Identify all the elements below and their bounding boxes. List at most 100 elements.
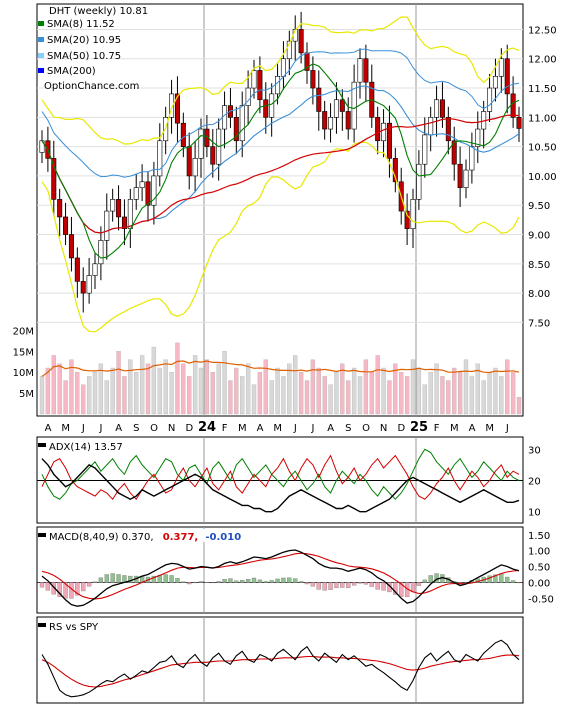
macd-hist-bar <box>151 575 157 583</box>
x-tick-label: J <box>505 423 509 434</box>
volume-bar <box>251 384 257 415</box>
macd-value-1: MACD(8,40,9) 0.370, <box>49 532 154 543</box>
macd-signal-line <box>41 552 520 600</box>
x-tick-label: S <box>133 423 139 434</box>
macd-hist-bar <box>346 582 351 588</box>
candle-body <box>275 76 281 95</box>
candle-body <box>351 81 357 130</box>
candle-body <box>280 58 286 77</box>
volume-bar <box>216 363 221 415</box>
candle-body <box>345 111 351 130</box>
macd-hist-bar <box>104 574 109 583</box>
candle-body <box>392 158 398 183</box>
candle-body <box>410 199 416 229</box>
price-y-tick: 8.50 <box>528 260 550 271</box>
volume-bar <box>222 351 227 415</box>
macd-hist-bar <box>251 577 257 583</box>
macd-y-tick: 0.00 <box>528 578 550 589</box>
candle-body <box>180 122 186 147</box>
candle-body <box>210 146 216 165</box>
candle-body <box>363 58 369 83</box>
volume-bar <box>510 372 516 415</box>
candle-body <box>487 87 493 112</box>
candle-body <box>439 99 445 118</box>
candle-body <box>157 140 163 177</box>
volume-bar <box>428 372 433 415</box>
x-tick-label: O <box>150 423 158 434</box>
macd-hist-bar <box>516 582 522 584</box>
macd-hist-bar <box>269 580 274 583</box>
price-y-tick: 7.50 <box>528 318 550 329</box>
macd-hist-bar <box>57 582 62 597</box>
volume-bar <box>363 359 369 415</box>
candle-body <box>269 93 275 118</box>
candle-body <box>245 87 251 106</box>
volume-y-axis: 20M 15M 10M 5M <box>13 326 34 400</box>
macd-line <box>41 549 520 607</box>
volume-bar <box>334 372 339 415</box>
macd-hist-bar <box>510 580 516 583</box>
macd-hist-bar <box>505 576 510 583</box>
macd-y-axis: 1.50 1.00 0.50 0.00 -0.50 <box>528 531 554 606</box>
legend-swatch-sma50 <box>38 53 44 58</box>
macd-hist-bar <box>287 577 292 583</box>
price-candles <box>39 11 522 313</box>
volume-bar <box>69 359 74 415</box>
volume-y-tick: 5M <box>19 389 34 400</box>
x-tick-label: M <box>238 423 247 434</box>
x-tick-label: F <box>434 423 440 434</box>
macd-hist-bar <box>228 578 233 583</box>
rs-panel: RS vs SPY <box>36 616 524 704</box>
x-tick-label: 24 <box>198 420 216 435</box>
candle-body <box>263 99 269 118</box>
legend-swatch-sma20 <box>38 37 44 42</box>
macd-hist-bar <box>381 582 386 591</box>
candle-body <box>257 70 263 101</box>
volume-bar <box>310 359 316 415</box>
volume-bar <box>351 367 357 415</box>
volume-bar <box>375 355 380 415</box>
macd-swatch <box>38 533 46 537</box>
legend-swatch-sma8 <box>38 21 44 26</box>
candle-body <box>57 199 63 218</box>
macd-hist-bar <box>334 582 339 588</box>
macd-hist-bar <box>487 575 492 583</box>
candle-body <box>174 93 180 124</box>
macd-value-2: 0.377, <box>163 532 198 543</box>
macd-hist-bar <box>75 582 80 596</box>
macd-hist-bar <box>298 581 304 583</box>
macd-y-tick: 0.50 <box>528 563 550 574</box>
candle-body <box>498 58 504 77</box>
lower-band-line <box>41 141 520 333</box>
macd-hist-bar <box>263 581 268 583</box>
candle-body <box>310 70 316 89</box>
upper-band-line <box>41 16 520 145</box>
macd-hist-bar <box>240 580 245 583</box>
macd-hist-bar <box>163 574 168 583</box>
volume-bar <box>469 376 475 415</box>
rs-frame <box>36 616 524 704</box>
volume-bar <box>198 367 204 415</box>
candle-body <box>516 117 522 129</box>
macd-hist-bar <box>304 582 310 585</box>
macd-hist-bar <box>357 582 363 584</box>
macd-hist-bar <box>322 582 327 591</box>
candle-body <box>63 216 69 235</box>
macd-hist-bar <box>328 582 333 590</box>
macd-title: MACD(8,40,9) 0.370, 0.377, -0.010 <box>49 532 241 543</box>
candle-body <box>322 111 328 130</box>
macd-hist-bar <box>234 580 239 583</box>
candle-body <box>39 140 45 153</box>
x-tick-label: J <box>293 423 297 434</box>
macd-lines <box>41 549 520 607</box>
macd-hist-bar <box>39 582 45 588</box>
x-tick-label: A <box>469 423 476 434</box>
di-plus-line <box>41 448 520 500</box>
volume-bar <box>346 380 351 415</box>
volume-bar <box>263 359 268 415</box>
volume-average-line <box>41 360 520 377</box>
candle-body <box>475 128 481 147</box>
volume-bar <box>499 376 504 415</box>
volume-bar <box>304 380 310 415</box>
